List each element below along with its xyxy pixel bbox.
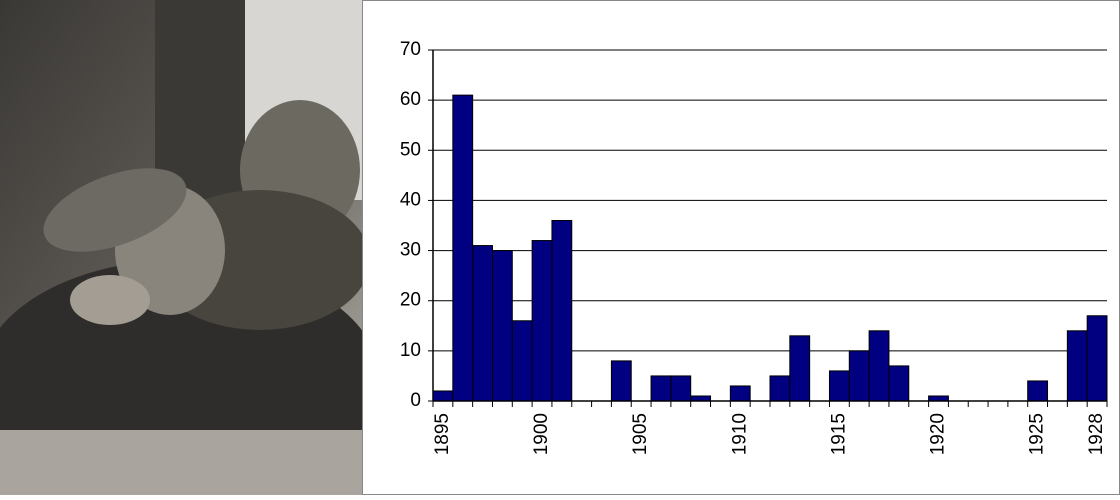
bar bbox=[691, 396, 711, 401]
x-tick-label: 1925 bbox=[1027, 413, 1048, 455]
bar bbox=[1067, 331, 1087, 401]
bar bbox=[929, 396, 949, 401]
bar bbox=[532, 241, 552, 401]
bar bbox=[770, 376, 790, 401]
y-tick-label: 10 bbox=[400, 340, 421, 361]
bar bbox=[869, 331, 889, 401]
x-tick-label: 1928 bbox=[1086, 413, 1107, 455]
bar bbox=[552, 220, 572, 401]
x-tick-label: 1910 bbox=[729, 413, 750, 455]
x-tick-label: 1900 bbox=[531, 413, 552, 455]
bar bbox=[671, 376, 691, 401]
bar bbox=[433, 391, 453, 401]
y-tick-label: 40 bbox=[400, 189, 421, 210]
bar bbox=[473, 246, 493, 401]
y-tick-label: 20 bbox=[400, 290, 421, 311]
bar bbox=[790, 336, 810, 401]
page: 0 10 20 30 40 50 60 70 1895 1900 1905 1910 1915 1920 1… bbox=[0, 0, 1120, 495]
y-tick-label: 70 bbox=[400, 39, 421, 60]
x-tick-label: 1920 bbox=[928, 413, 949, 455]
x-tick-label: 1895 bbox=[432, 413, 453, 455]
bar bbox=[492, 251, 512, 401]
y-tick-label: 60 bbox=[400, 89, 421, 110]
bar bbox=[651, 376, 671, 401]
bar bbox=[1028, 381, 1048, 401]
x-tick-label: 1905 bbox=[630, 413, 651, 455]
bar bbox=[730, 386, 750, 401]
x-tick-label: 1915 bbox=[828, 413, 849, 455]
y-tick-label: 0 bbox=[410, 390, 421, 411]
bar bbox=[453, 95, 473, 401]
y-tick-label: 50 bbox=[400, 139, 421, 160]
bar bbox=[1087, 316, 1107, 401]
bar bbox=[889, 366, 909, 401]
bar bbox=[829, 371, 849, 401]
bar bbox=[849, 351, 869, 401]
y-tick-label: 30 bbox=[400, 240, 421, 261]
photo bbox=[0, 0, 380, 495]
bar bbox=[611, 361, 631, 401]
bar bbox=[512, 321, 532, 401]
